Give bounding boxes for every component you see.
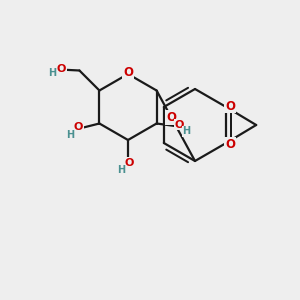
Text: H: H [117, 165, 125, 175]
Text: O: O [123, 67, 133, 80]
Text: O: O [74, 122, 83, 131]
Text: O: O [124, 158, 134, 168]
Text: O: O [225, 137, 235, 151]
Text: O: O [57, 64, 66, 74]
Text: O: O [166, 111, 176, 124]
Text: O: O [225, 100, 235, 112]
Text: H: H [182, 127, 190, 136]
Text: H: H [48, 68, 56, 79]
Text: O: O [175, 119, 184, 130]
Text: H: H [66, 130, 74, 140]
